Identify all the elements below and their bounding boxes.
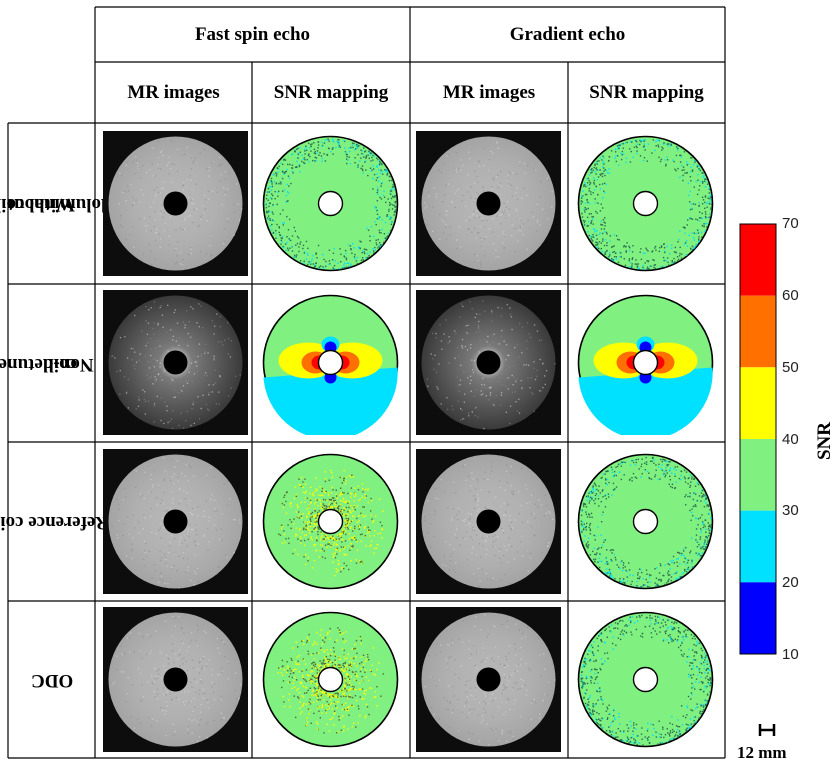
snr-map	[258, 290, 403, 435]
mr-image	[416, 449, 561, 594]
mr-image	[416, 131, 561, 276]
snr-map	[258, 607, 403, 752]
mr-image	[416, 290, 561, 435]
header-gradient-echo: Gradient echo	[509, 24, 626, 45]
col-header-snr-mapping-gre: SNR mapping	[589, 82, 704, 103]
mr-image	[103, 131, 248, 276]
colorbar-tick-30: 30	[782, 502, 799, 519]
snr-map	[573, 131, 718, 276]
snr-map	[573, 449, 718, 594]
row-label-reference-coil: Reference coil	[0, 443, 109, 601]
row-label-non-detuned-coil: Non-detunedcoil	[0, 285, 95, 442]
row-label-line1: Reference coil	[0, 512, 110, 533]
mr-image	[103, 607, 248, 752]
col-header-snr-mapping-fse: SNR mapping	[273, 82, 389, 103]
colorbar-tick-70: 70	[782, 215, 799, 232]
row-label-line1: ODC	[30, 670, 74, 691]
snr-map	[573, 607, 718, 752]
header-fast-spin-echo: Fast spin echo	[194, 24, 311, 45]
snr-map	[258, 449, 403, 594]
col-header-mr-images-gre: MR images	[442, 82, 536, 103]
snr-map	[573, 290, 718, 435]
colorbar-tick-40: 40	[782, 431, 799, 448]
col-header-mr-images-fse: MR images	[127, 82, 220, 103]
colorbar-tick-20: 20	[782, 574, 799, 591]
mr-image	[103, 449, 248, 594]
row-label-without-coil: Without endoluminal coil	[0, 124, 130, 284]
colorbar-title: SNR	[814, 421, 835, 461]
snr-map	[258, 131, 403, 276]
snr-colorbar	[739, 223, 777, 655]
colorbar-tick-50: 50	[782, 359, 799, 376]
row-label-odc: ODC	[9, 602, 95, 758]
scale-bar	[758, 724, 776, 736]
colorbar-tick-60: 60	[782, 287, 799, 304]
mr-image	[416, 607, 561, 752]
mr-image	[103, 290, 248, 435]
colorbar-tick-10: 10	[782, 646, 799, 663]
scale-bar-label: 12 mm	[737, 743, 787, 762]
row-label-line2: coil	[48, 353, 78, 375]
